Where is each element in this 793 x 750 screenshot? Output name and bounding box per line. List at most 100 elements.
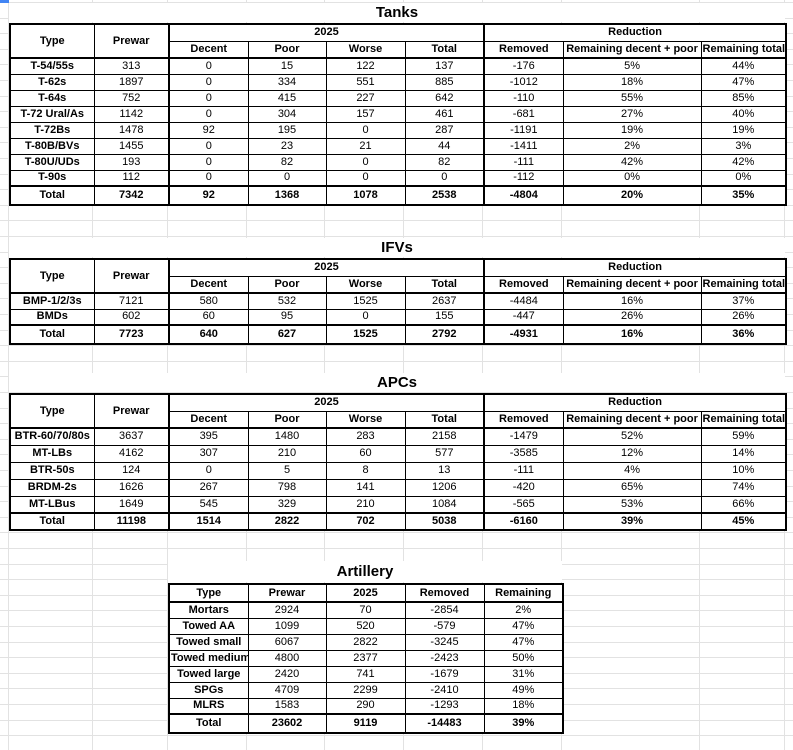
value-cell[interactable]: 1525 (325, 324, 406, 345)
col-header-prewar[interactable]: Prewar (93, 393, 170, 429)
value-cell[interactable]: 59% (700, 427, 787, 446)
col-header[interactable]: Removed (483, 410, 564, 429)
row-label-cell[interactable]: BTR-60/70/80s (9, 427, 95, 446)
value-cell[interactable]: 7723 (93, 324, 170, 345)
row-label-cell[interactable]: T-72Bs (9, 121, 95, 139)
value-cell[interactable]: 0 (325, 169, 406, 187)
value-cell[interactable]: 307 (168, 444, 249, 463)
value-cell[interactable]: 290 (325, 697, 406, 715)
value-cell[interactable]: 287 (404, 121, 485, 139)
value-cell[interactable]: 47% (483, 633, 564, 651)
value-cell[interactable]: 0 (168, 105, 249, 123)
col-header[interactable]: Poor (247, 275, 327, 294)
value-cell[interactable]: 5 (247, 461, 327, 480)
col-header[interactable]: Removed (404, 583, 485, 603)
value-cell[interactable]: 4162 (93, 444, 170, 463)
row-label-cell[interactable]: SPGs (168, 681, 249, 699)
value-cell[interactable]: 1480 (247, 427, 327, 446)
artillery-title-cell[interactable]: Artillery (168, 561, 562, 582)
value-cell[interactable]: 640 (168, 324, 249, 345)
value-cell[interactable]: 70 (325, 601, 406, 619)
col-header[interactable]: Remaining total (700, 40, 787, 59)
value-cell[interactable]: 157 (325, 105, 406, 123)
row-label-cell[interactable]: BRDM-2s (9, 478, 95, 497)
value-cell[interactable]: -14483 (404, 713, 485, 734)
row-label-cell[interactable]: Towed AA (168, 617, 249, 635)
value-cell[interactable]: 0 (325, 153, 406, 171)
row-label-cell[interactable]: T-80U/UDs (9, 153, 95, 171)
group-header-reduction[interactable]: Reduction (483, 23, 787, 42)
value-cell[interactable]: 415 (247, 89, 327, 107)
value-cell[interactable]: 42% (562, 153, 702, 171)
value-cell[interactable]: 0 (404, 169, 485, 187)
value-cell[interactable]: 31% (483, 665, 564, 683)
value-cell[interactable]: 2% (562, 137, 702, 155)
value-cell[interactable]: 1514 (168, 512, 249, 531)
value-cell[interactable]: -1293 (404, 697, 485, 715)
col-header-type[interactable]: Type (9, 258, 95, 294)
value-cell[interactable]: 47% (483, 617, 564, 635)
col-header[interactable]: Removed (483, 40, 564, 59)
row-label-cell[interactable]: Towed small (168, 633, 249, 651)
col-header[interactable]: Total (404, 40, 485, 59)
value-cell[interactable]: 304 (247, 105, 327, 123)
value-cell[interactable]: 798 (247, 478, 327, 497)
value-cell[interactable]: 35% (700, 185, 787, 206)
value-cell[interactable]: 0% (700, 169, 787, 187)
value-cell[interactable]: 313 (93, 57, 170, 75)
value-cell[interactable]: 82 (247, 153, 327, 171)
value-cell[interactable]: 2299 (325, 681, 406, 699)
col-header[interactable]: Total (404, 275, 485, 294)
value-cell[interactable]: 227 (325, 89, 406, 107)
value-cell[interactable]: 39% (483, 713, 564, 734)
value-cell[interactable]: 0 (168, 153, 249, 171)
value-cell[interactable]: 1206 (404, 478, 485, 497)
value-cell[interactable]: 7342 (93, 185, 170, 206)
value-cell[interactable]: 44% (700, 57, 787, 75)
value-cell[interactable]: -2854 (404, 601, 485, 619)
value-cell[interactable]: 4800 (247, 649, 327, 667)
value-cell[interactable]: -565 (483, 495, 564, 514)
apcs-title-cell[interactable]: APCs (9, 373, 785, 392)
group-header-2025[interactable]: 2025 (167, 393, 485, 412)
value-cell[interactable]: 0 (168, 137, 249, 155)
value-cell[interactable]: 4% (562, 461, 702, 480)
value-cell[interactable]: 50% (483, 649, 564, 667)
value-cell[interactable]: 0 (168, 57, 249, 75)
col-header[interactable]: Worse (325, 40, 406, 59)
value-cell[interactable]: 26% (700, 308, 787, 326)
value-cell[interactable]: 0 (168, 169, 249, 187)
row-label-cell[interactable]: Towed large (168, 665, 249, 683)
row-label-cell[interactable]: T-90s (9, 169, 95, 187)
value-cell[interactable]: 74% (700, 478, 787, 497)
value-cell[interactable]: 2637 (404, 292, 485, 310)
value-cell[interactable]: -447 (483, 308, 564, 326)
row-label-cell[interactable]: T-80B/BVs (9, 137, 95, 155)
col-header[interactable]: Type (168, 583, 249, 603)
col-header-prewar[interactable]: Prewar (93, 258, 170, 294)
value-cell[interactable]: -1012 (483, 73, 564, 91)
col-header[interactable]: Removed (483, 275, 564, 294)
value-cell[interactable]: 885 (404, 73, 485, 91)
row-label-cell[interactable]: MT-LBs (9, 444, 95, 463)
value-cell[interactable]: 283 (325, 427, 406, 446)
value-cell[interactable]: 82 (404, 153, 485, 171)
value-cell[interactable]: 44 (404, 137, 485, 155)
value-cell[interactable]: 1455 (93, 137, 170, 155)
value-cell[interactable]: 10% (700, 461, 787, 480)
value-cell[interactable]: -420 (483, 478, 564, 497)
value-cell[interactable]: 580 (168, 292, 249, 310)
value-cell[interactable]: 19% (700, 121, 787, 139)
value-cell[interactable]: 2% (483, 601, 564, 619)
value-cell[interactable]: -112 (483, 169, 564, 187)
value-cell[interactable]: 2822 (325, 633, 406, 651)
row-label-cell[interactable]: BMDs (9, 308, 95, 326)
value-cell[interactable]: 193 (93, 153, 170, 171)
value-cell[interactable]: -176 (483, 57, 564, 75)
value-cell[interactable]: 0% (562, 169, 702, 187)
row-label-cell[interactable]: Mortars (168, 601, 249, 619)
value-cell[interactable]: 520 (325, 617, 406, 635)
value-cell[interactable]: 55% (562, 89, 702, 107)
col-header[interactable]: Poor (247, 410, 327, 429)
row-label-cell[interactable]: Total (9, 185, 95, 206)
